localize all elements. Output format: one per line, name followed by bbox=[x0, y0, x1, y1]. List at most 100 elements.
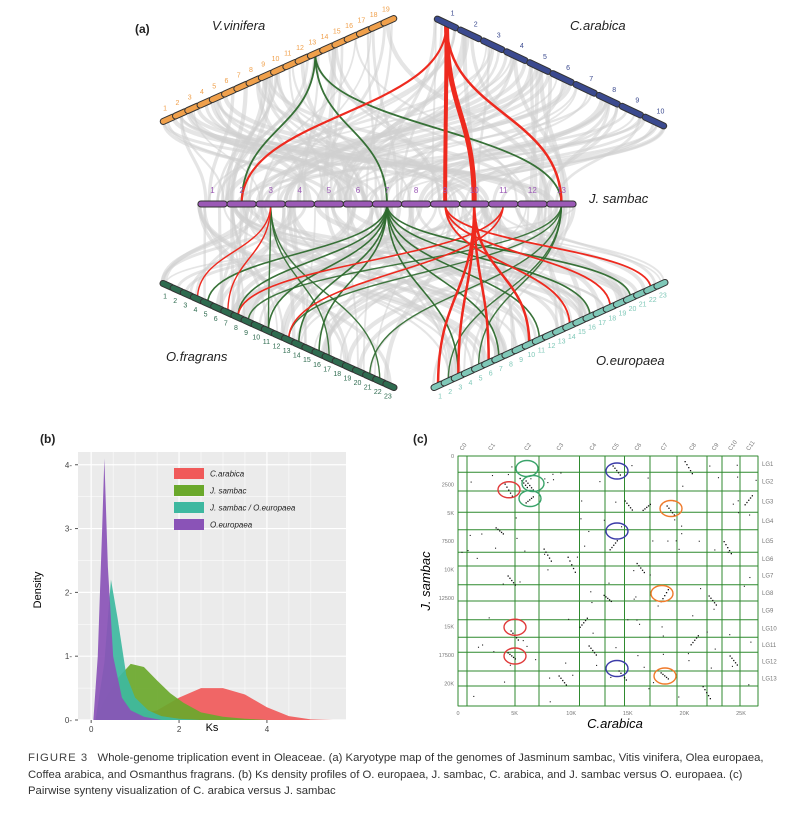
synteny-dot bbox=[700, 588, 702, 590]
synteny-dot bbox=[616, 540, 618, 542]
vitis-link bbox=[386, 203, 500, 359]
y-tick-label: 3- bbox=[65, 525, 72, 534]
oeuropaea-chromosome-fill bbox=[644, 284, 658, 294]
ofragrans-chromosome-number: 21 bbox=[364, 385, 372, 392]
dotplot-right-label: LG10 bbox=[762, 627, 777, 633]
dotplot-x-label: C.arabica bbox=[587, 716, 643, 731]
synteny-dot bbox=[524, 484, 527, 486]
synteny-dot bbox=[636, 562, 638, 565]
dotplot-right-label: LG5 bbox=[762, 539, 774, 545]
background-link bbox=[431, 18, 437, 205]
synteny-dot bbox=[687, 653, 689, 655]
synteny-dot bbox=[549, 677, 551, 679]
synteny-dot bbox=[544, 553, 546, 555]
oeuropaea-chromosome-fill bbox=[502, 349, 516, 358]
vvinifera-chromosome-number: 8 bbox=[249, 67, 253, 74]
dotplot-left-tick: 15K bbox=[444, 624, 454, 630]
synteny-dot bbox=[619, 474, 621, 476]
synteny-dot bbox=[547, 569, 549, 571]
synteny-dot bbox=[507, 652, 509, 654]
synteny-dot bbox=[665, 592, 668, 594]
vitis-link bbox=[297, 203, 388, 345]
synteny-dot bbox=[692, 615, 694, 617]
dotplot-bottom-tick: 10K bbox=[566, 711, 576, 717]
synteny-dot bbox=[529, 484, 531, 487]
synteny-dot bbox=[469, 534, 471, 536]
synteny-dot bbox=[596, 664, 598, 666]
synteny-dot bbox=[625, 679, 627, 681]
y-tick-label: 1- bbox=[65, 652, 72, 661]
dotplot-right-label: LG11 bbox=[762, 643, 777, 649]
coffea-link bbox=[227, 203, 272, 313]
synteny-dot bbox=[504, 483, 506, 485]
synteny-dot bbox=[514, 658, 516, 660]
synteny-dot bbox=[648, 688, 650, 690]
synteny-dot bbox=[583, 622, 585, 624]
background-link bbox=[325, 203, 451, 357]
oeuropaea-chromosome-number: 18 bbox=[608, 315, 616, 322]
synteny-dot bbox=[527, 482, 529, 484]
synteny-dot bbox=[734, 662, 737, 664]
highlight-circle bbox=[497, 481, 521, 499]
background-link bbox=[229, 57, 309, 205]
y-tick-label: 2- bbox=[65, 588, 72, 597]
highlight-circle bbox=[518, 489, 542, 508]
coffea-link bbox=[287, 203, 505, 341]
synteny-dot bbox=[552, 473, 554, 475]
synteny-dot bbox=[638, 623, 641, 625]
carabica-chromosome-number: 1 bbox=[451, 10, 455, 17]
ofragrans-chromosome-number: 20 bbox=[354, 380, 362, 387]
oeuropaea-chromosome-number: 10 bbox=[527, 352, 535, 359]
background-link bbox=[197, 203, 489, 365]
dotplot-right-label: LG3 bbox=[762, 500, 774, 506]
synteny-dot bbox=[628, 504, 630, 507]
synteny-dot bbox=[586, 617, 588, 619]
vvinifera-chromosome-number: 12 bbox=[296, 45, 304, 52]
vvinifera-chromosome-fill bbox=[271, 65, 286, 75]
carabica-chromosome-number: 2 bbox=[474, 21, 478, 28]
vvinifera-chromosome-number: 18 bbox=[370, 12, 378, 19]
background-link bbox=[225, 84, 248, 205]
vvinifera-chromosome-number: 10 bbox=[272, 56, 280, 63]
synteny-dot bbox=[710, 667, 712, 669]
dotplot-right-label: LG12 bbox=[762, 660, 777, 666]
jsambac-chromosome-number: 6 bbox=[356, 186, 361, 195]
synteny-dot bbox=[690, 644, 692, 646]
synteny-dot bbox=[547, 554, 549, 556]
vitis-link bbox=[267, 203, 272, 331]
synteny-dot bbox=[511, 495, 513, 497]
oeuropaea-chromosome-fill bbox=[563, 321, 577, 331]
synteny-dot bbox=[674, 519, 676, 521]
vitis-link bbox=[447, 203, 563, 382]
y-tick-label: 4- bbox=[65, 461, 72, 470]
oeuropaea-chromosome-number: 12 bbox=[548, 343, 556, 350]
ofragrans-chromosome-fill bbox=[352, 367, 367, 377]
dotplot-y-label: J. sambac bbox=[418, 551, 433, 612]
vvinifera-chromosome-number: 17 bbox=[357, 18, 365, 25]
synteny-dot bbox=[647, 477, 649, 479]
synteny-dot bbox=[499, 530, 501, 532]
synteny-dot bbox=[713, 608, 715, 610]
synteny-dot bbox=[633, 598, 635, 600]
synteny-dot bbox=[571, 564, 573, 566]
synteny-dot bbox=[592, 632, 594, 634]
ofragrans-chromosome-number: 4 bbox=[194, 307, 198, 314]
synteny-dot bbox=[612, 465, 614, 467]
synteny-dot bbox=[511, 655, 513, 657]
dotplot-top-label: C4 bbox=[589, 442, 599, 452]
carabica-chromosome-number: 5 bbox=[543, 54, 547, 61]
vitis-link bbox=[386, 203, 632, 299]
carabica-chromosome-fill bbox=[573, 81, 597, 96]
synteny-dot bbox=[641, 569, 644, 571]
synteny-dot bbox=[686, 464, 688, 466]
oeuropaea-chromosome-number: 5 bbox=[479, 375, 483, 382]
synteny-dot bbox=[629, 507, 632, 509]
synteny-dot bbox=[657, 605, 659, 607]
dotplot-top-label: C6 bbox=[634, 442, 644, 452]
dotplot-right-label: LG1 bbox=[762, 462, 774, 468]
synteny-dot bbox=[646, 506, 648, 509]
oeuropaea-chromosome-fill bbox=[482, 358, 496, 367]
synteny-dot bbox=[512, 656, 515, 659]
highlight-circle bbox=[503, 618, 527, 636]
vvinifera-chromosome-number: 14 bbox=[321, 34, 329, 41]
